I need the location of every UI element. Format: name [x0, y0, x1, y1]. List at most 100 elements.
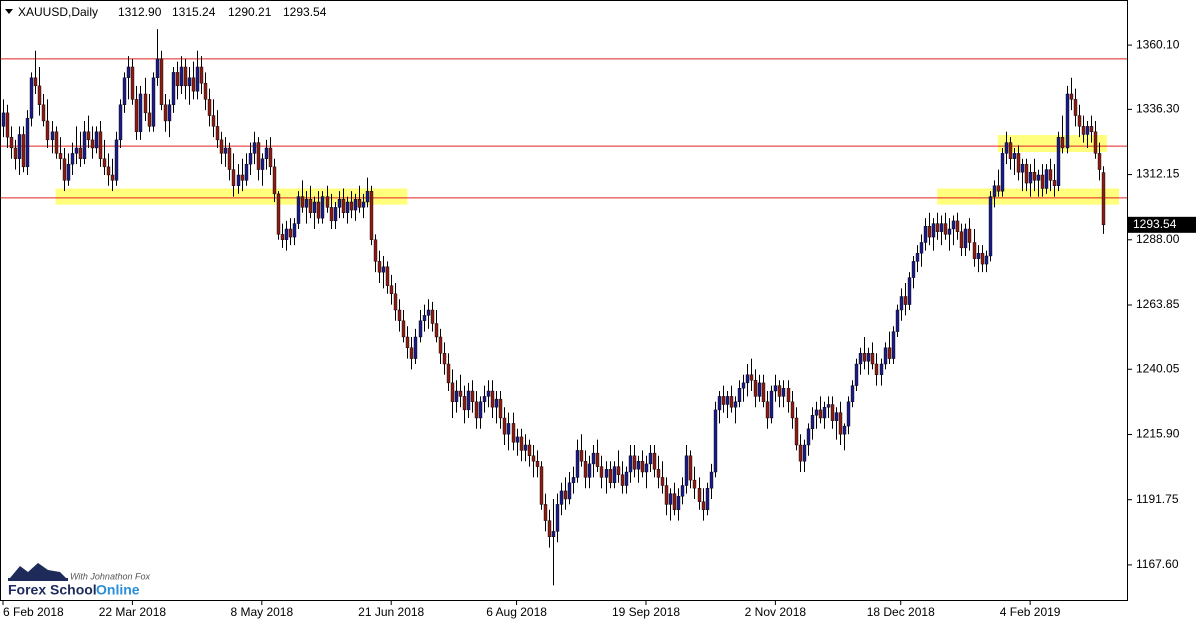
body: [231, 169, 236, 186]
body: [118, 104, 123, 141]
body: [78, 147, 83, 159]
body: [13, 147, 18, 159]
body: [29, 77, 34, 119]
body: [644, 463, 649, 473]
body: [996, 185, 1001, 192]
body: [418, 320, 423, 338]
body: [713, 409, 718, 473]
body: [923, 226, 928, 243]
header: XAUUSD,Daily 1312.90 1315.24 1290.21 129…: [5, 5, 327, 19]
body: [349, 201, 354, 211]
body: [874, 363, 879, 375]
axes: 1360.10 1336.30 1312.15 1288.00 1263.85 1240.…: [2, 37, 1196, 619]
body: [652, 452, 657, 470]
body: [409, 347, 414, 359]
body: [676, 496, 681, 511]
brand-b: Online: [96, 582, 140, 598]
body: [531, 455, 536, 462]
candles: [1, 29, 1106, 586]
x-tick-label: 2 Nov 2018: [745, 605, 807, 619]
body: [858, 352, 863, 365]
body: [567, 482, 572, 500]
body: [741, 382, 746, 389]
body: [385, 266, 390, 286]
body: [919, 242, 924, 254]
body: [393, 293, 398, 311]
x-tick-label: 4 Feb 2019: [1000, 605, 1061, 619]
body: [1097, 153, 1102, 170]
body: [697, 488, 702, 502]
x-tick-label: 19 Sep 2018: [612, 605, 680, 619]
body: [579, 450, 584, 462]
body: [143, 93, 148, 114]
body: [45, 120, 50, 141]
body: [312, 201, 317, 213]
body: [967, 228, 972, 243]
body: [891, 331, 896, 359]
body: [927, 226, 932, 238]
body: [215, 126, 220, 141]
body: [701, 501, 706, 511]
body: [41, 104, 46, 122]
body: [1008, 142, 1013, 159]
body: [276, 193, 281, 235]
body: [62, 158, 67, 181]
body: [790, 401, 795, 419]
body: [870, 352, 875, 365]
body: [86, 131, 91, 141]
body: [591, 452, 596, 465]
body: [357, 199, 362, 208]
body: [446, 363, 451, 384]
body: [587, 463, 592, 478]
body: [373, 239, 378, 262]
body: [227, 147, 232, 170]
body: [1073, 99, 1078, 116]
body: [527, 444, 532, 457]
body: [547, 520, 552, 538]
body: [535, 461, 540, 467]
ohlc-low: 1290.21: [228, 5, 272, 19]
body: [786, 388, 791, 403]
ohlc-close: 1293.54: [283, 5, 327, 19]
body: [935, 223, 940, 232]
body: [82, 131, 87, 159]
zone: [55, 188, 408, 205]
body: [1016, 153, 1021, 173]
body: [688, 455, 693, 481]
y-tick-label: 1191.75: [1136, 492, 1179, 506]
body: [1089, 126, 1094, 132]
body: [992, 185, 997, 197]
body: [50, 131, 55, 141]
body: [325, 196, 330, 208]
body: [988, 196, 993, 257]
body: [94, 131, 99, 149]
body: [422, 315, 427, 321]
body: [608, 469, 613, 484]
body: [1077, 115, 1082, 127]
body: [887, 347, 892, 359]
zone: [937, 188, 1120, 205]
body: [21, 134, 26, 168]
body: [462, 396, 467, 411]
body: [1052, 180, 1057, 186]
body: [199, 66, 204, 84]
body: [854, 363, 859, 386]
body: [1085, 126, 1090, 135]
body: [58, 153, 63, 159]
body: [826, 404, 831, 408]
body: [130, 66, 135, 100]
body: [705, 488, 710, 511]
body: [256, 142, 261, 170]
body: [1012, 153, 1017, 159]
body: [74, 147, 79, 154]
body: [810, 415, 815, 430]
x-tick-label: 18 Dec 2018: [867, 605, 935, 619]
body: [571, 477, 576, 484]
body: [862, 352, 867, 362]
body: [777, 385, 782, 397]
body: [159, 58, 164, 105]
body: [717, 396, 722, 411]
body: [604, 469, 609, 478]
body: [288, 228, 293, 238]
